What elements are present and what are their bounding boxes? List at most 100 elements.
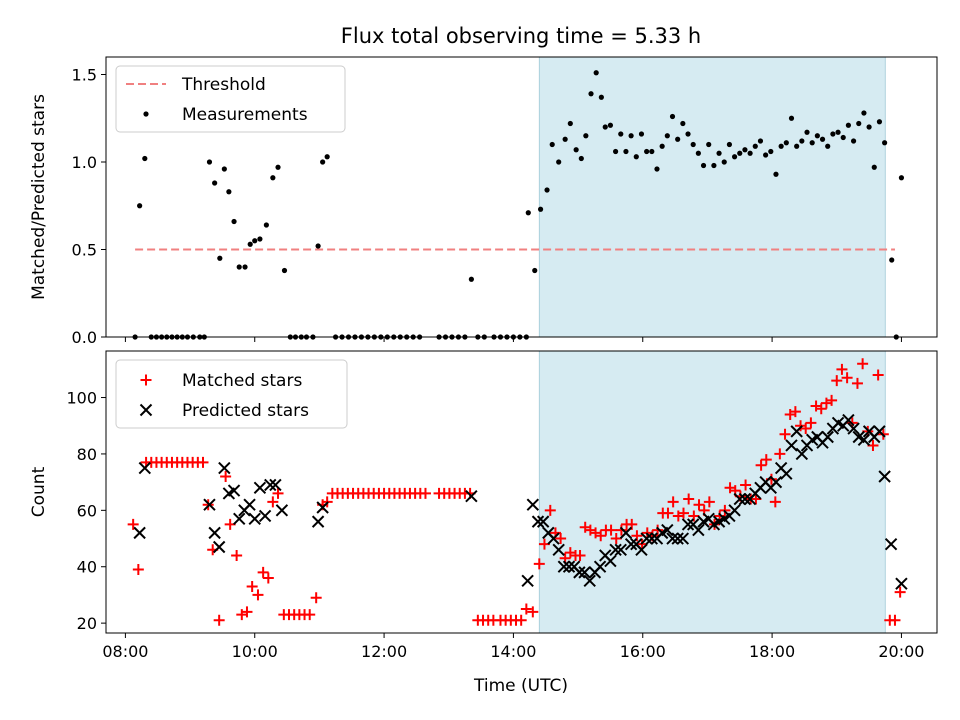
matched-star-point (610, 533, 622, 545)
observing-interval-band (538, 56, 886, 338)
matched-star-point (872, 369, 884, 381)
measurement-point (481, 334, 487, 340)
measurement-point (731, 154, 738, 160)
predicted-star-point (264, 478, 277, 492)
matched-star-point (605, 524, 617, 536)
measurement-point (618, 131, 624, 137)
measurement-point (612, 148, 619, 155)
predicted-star-point (233, 512, 246, 525)
measurement-point (263, 222, 269, 228)
predicted-star-point (531, 515, 545, 528)
measurement-point (819, 136, 826, 142)
matched-star-point (272, 487, 284, 499)
matched-star-point (740, 479, 752, 491)
predicted-star-point (138, 461, 152, 475)
measurement-point (882, 140, 888, 146)
measurement-point (352, 334, 358, 340)
measurement-point (799, 138, 805, 144)
predicted-star-point (208, 526, 221, 540)
measurement-point (588, 91, 594, 97)
top-legend: Threshold Measurements (115, 65, 346, 133)
predicted-star-point (857, 433, 871, 447)
predicted-star-point (258, 509, 272, 523)
measurement-point (583, 133, 589, 139)
measurement-point (247, 241, 253, 247)
measurement-point (633, 154, 639, 160)
measurement-point (468, 276, 474, 282)
measurement-point (706, 141, 712, 148)
x-tick-label: 16:00 (620, 642, 666, 661)
measurement-point (598, 94, 604, 100)
measurement-point (607, 122, 614, 128)
matched-star-point (252, 589, 264, 601)
predicted-star-point (884, 537, 898, 551)
matched-star-point (769, 496, 781, 508)
predicted-star-point (593, 560, 607, 573)
measurement-point (315, 243, 321, 249)
predicted-star-point (692, 523, 705, 537)
measurement-point (179, 334, 185, 340)
measurement-point (462, 334, 468, 340)
measurement-point (861, 110, 867, 116)
top-panel: 0.0 0.5 1.0 1.5 Matched/Predicted stars Thres… (29, 56, 938, 347)
measurement-point (397, 334, 403, 340)
measurement-point (384, 334, 390, 340)
x-axis-label: Time (UTC) (473, 676, 568, 696)
matched-star-point (831, 375, 843, 387)
measurement-point (876, 119, 883, 125)
y-tick-label: 1.0 (72, 153, 97, 172)
predicted-star-point (212, 540, 226, 554)
matched-star-point (851, 377, 863, 389)
matched-star-point (683, 493, 695, 505)
measurement-point (174, 334, 180, 340)
predicted-star-point (562, 560, 576, 573)
predicted-star-point (521, 574, 534, 588)
predicted-star-point (552, 543, 565, 557)
predicted-star-point (526, 498, 540, 511)
matched-star-point (667, 496, 679, 508)
predicted-star-point (645, 532, 659, 545)
x-tick-label: 14:00 (490, 642, 536, 661)
measurement-point (578, 155, 584, 162)
measurement-point (242, 264, 248, 270)
matched-star-point (419, 487, 431, 499)
measurement-point (726, 141, 733, 148)
measurement-point (654, 166, 660, 172)
predicted-star-point (640, 532, 653, 545)
measurement-point (231, 218, 237, 225)
measurement-point (747, 150, 753, 156)
measurement-point (845, 122, 852, 128)
measurement-point (378, 334, 384, 340)
measurement-point (778, 143, 784, 149)
predicted-star-point (733, 492, 746, 506)
matched-star-point (889, 614, 901, 626)
measurement-point (320, 159, 326, 165)
measurement-point (716, 150, 722, 156)
plot-frame (105, 350, 938, 634)
predicted-star-point (666, 532, 679, 545)
legend-box (115, 359, 348, 429)
measurement-point (345, 334, 352, 340)
matched-star-point (241, 606, 253, 618)
measurement-point (310, 334, 316, 340)
measurement-point (497, 334, 504, 340)
x-tick-label: 18:00 (749, 642, 795, 661)
matched-star-point (662, 507, 674, 519)
measurement-point (324, 154, 330, 160)
measurement-point (197, 334, 203, 340)
predicted-star-point (847, 422, 860, 435)
y-tick-label: 100 (66, 389, 97, 408)
predicted-star-point (547, 532, 560, 545)
measurement-point (292, 334, 299, 340)
legend-measurements-swatch (143, 111, 149, 117)
measurement-point (752, 143, 758, 149)
matched-star-point (826, 394, 838, 406)
measurement-point (164, 334, 170, 340)
measurement-point (523, 334, 529, 340)
legend-threshold-label: Threshold (181, 75, 266, 95)
measurement-point (201, 334, 207, 340)
matched-star-point (894, 586, 906, 598)
matched-star-point (220, 470, 232, 482)
predicted-star-point (671, 532, 684, 545)
legend-matched-swatch (140, 374, 152, 386)
